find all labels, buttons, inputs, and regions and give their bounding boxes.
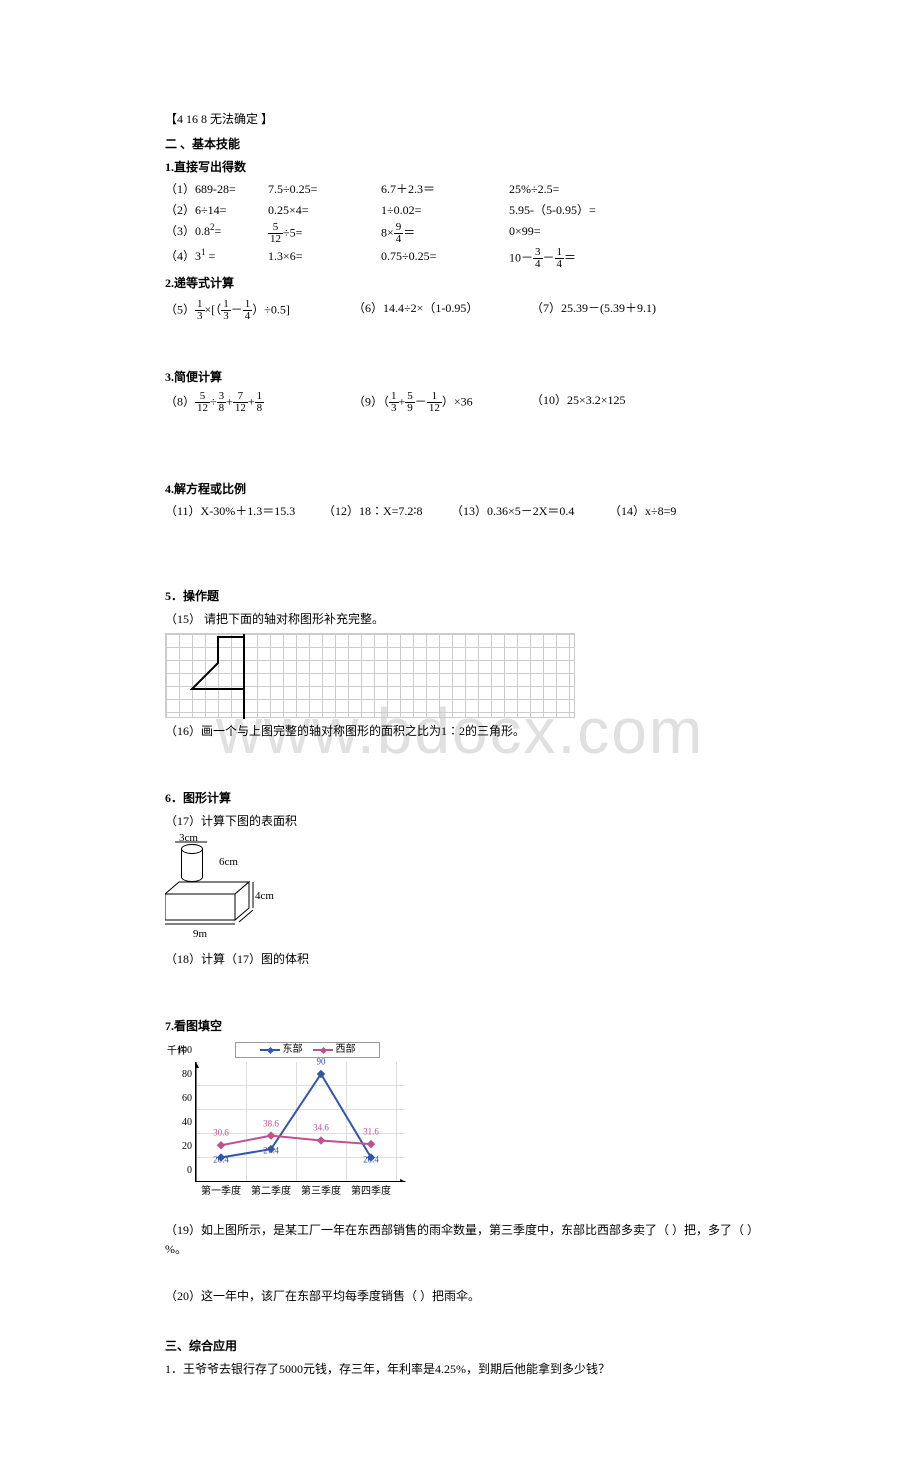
q1-r2-a: （2）6÷14= bbox=[165, 201, 250, 220]
y-tick: 20 bbox=[182, 1139, 196, 1155]
x-tick: 第二季度 bbox=[251, 1181, 291, 1200]
y-tick: 100 bbox=[177, 1043, 196, 1059]
q2-a: （5）13×[（13－14）÷0.5] bbox=[165, 299, 335, 322]
point-label: 20.4 bbox=[213, 1152, 229, 1166]
x-tick: 第三季度 bbox=[301, 1181, 341, 1200]
s3-q1: 1．王爷爷去银行存了5000元钱，存三年，年利率是4.25%，到期后他能拿到多少… bbox=[165, 1360, 755, 1379]
q1-r1-b: 7.5÷0.25= bbox=[268, 180, 363, 199]
dim-3cm: 3cm bbox=[179, 830, 198, 848]
q1-row3: （3）0.82= 512÷5= 8×94＝ 0×99= bbox=[165, 222, 755, 245]
point-label: 30.6 bbox=[213, 1126, 229, 1140]
q1-row1: （1）689-28= 7.5÷0.25= 6.7＋2.3＝ 25%÷2.5= bbox=[165, 180, 755, 199]
q1-r3-c: 8×94＝ bbox=[381, 222, 491, 245]
q1-r3-b: 512÷5= bbox=[268, 222, 363, 245]
y-tick: 60 bbox=[182, 1091, 196, 1107]
q2-row: （5）13×[（13－14）÷0.5] （6）14.4÷2×（1-0.95） （… bbox=[165, 299, 755, 322]
point-label: 31.6 bbox=[363, 1125, 379, 1139]
q7-20: （20）这一年中，该厂在东部平均每季度销售（ ）把雨伞。 bbox=[165, 1287, 755, 1306]
q4-c: （13）0.36×5－2X＝0.4 bbox=[451, 502, 591, 521]
q1-r4-a: （4）31 = bbox=[165, 247, 250, 270]
q7-title: 7.看图填空 bbox=[165, 1017, 755, 1036]
q3-row: （8）512÷38+712+18 （9）（13+59－112）×36 （10）2… bbox=[165, 391, 755, 414]
bracket-choices: 【4 16 8 无法确定 】 bbox=[165, 110, 755, 129]
line-chart: 千件 东部 西部 0 20 40 60 80 100 第一季度 第二季度 第三季… bbox=[165, 1042, 425, 1217]
q2-b: （6）14.4÷2×（1-0.95） bbox=[353, 299, 513, 322]
q3-c: （10）25×3.2×125 bbox=[531, 391, 626, 414]
q1-r2-c: 1÷0.02= bbox=[381, 201, 491, 220]
q4-b: （12）18∶X=7.2∶8 bbox=[323, 502, 433, 521]
y-tick: 80 bbox=[182, 1067, 196, 1083]
q3-b: （9）（13+59－112）×36 bbox=[353, 391, 513, 414]
section-3-title: 三、综合应用 bbox=[165, 1337, 755, 1356]
q1-r4-b: 1.3×6= bbox=[268, 247, 363, 270]
section-2-title: 二 、基本技能 bbox=[165, 135, 755, 154]
dim-9m: 9m bbox=[193, 926, 207, 944]
q5-15: （15） 请把下面的轴对称图形补充完整。 bbox=[165, 610, 755, 629]
solid-figure: 3cm 6cm 4cm 9m bbox=[165, 836, 285, 946]
q6-title: 6．图形计算 bbox=[165, 789, 755, 808]
q4-d: （14）x÷8=9 bbox=[609, 502, 676, 521]
chart-area: 0 20 40 60 80 100 第一季度 第二季度 第三季度 第四季度 30… bbox=[195, 1062, 405, 1182]
dim-4cm: 4cm bbox=[255, 888, 274, 906]
q3-a: （8）512÷38+712+18 bbox=[165, 391, 335, 414]
q1-title: 1.直接写出得数 bbox=[165, 158, 755, 177]
y-tick: 40 bbox=[182, 1115, 196, 1131]
q1-row2: （2）6÷14= 0.25×4= 1÷0.02= 5.95-（5-0.95）= bbox=[165, 201, 755, 220]
q1-r4-c: 0.75÷0.25= bbox=[381, 247, 491, 270]
x-tick: 第四季度 bbox=[351, 1181, 391, 1200]
q4-title: 4.解方程或比例 bbox=[165, 480, 755, 499]
point-label: 27.4 bbox=[263, 1144, 279, 1158]
x-tick: 第一季度 bbox=[201, 1181, 241, 1200]
q5-title: 5．操作题 bbox=[165, 587, 755, 606]
q1-r4-d: 10－34－14＝ bbox=[509, 247, 576, 270]
q2-title: 2.递等式计算 bbox=[165, 274, 755, 293]
legend-east: 东部 bbox=[260, 1042, 303, 1058]
dim-6cm: 6cm bbox=[219, 854, 238, 872]
q4-a: （11）X-30%＋1.3＝15.3 bbox=[165, 502, 305, 521]
q5-16: （16）画一个与上图完整的轴对称图形的面积之比为1∶2的三角形。 bbox=[165, 722, 755, 741]
q6-18: （18）计算（17）图的体积 bbox=[165, 950, 755, 969]
q1-r1-a: （1）689-28= bbox=[165, 180, 250, 199]
q3-title: 3.简便计算 bbox=[165, 368, 755, 387]
q7-19: （19）如上图所示，是某工厂一年在东西部销售的雨伞数量，第三季度中，东部比西部多… bbox=[165, 1221, 755, 1259]
point-label: 34.6 bbox=[313, 1121, 329, 1135]
q1-r3-d: 0×99= bbox=[509, 222, 541, 245]
q1-r3-a: （3）0.82= bbox=[165, 222, 250, 245]
q1-row4: （4）31 = 1.3×6= 0.75÷0.25= 10－34－14＝ bbox=[165, 247, 755, 270]
q1-r1-d: 25%÷2.5= bbox=[509, 180, 559, 199]
q6-17: （17）计算下图的表面积 bbox=[165, 812, 755, 831]
y-tick: 0 bbox=[187, 1163, 196, 1179]
point-label: 20.4 bbox=[363, 1152, 379, 1166]
grid-figure bbox=[165, 633, 575, 718]
q2-c: （7）25.39－(5.39＋9.1) bbox=[531, 299, 656, 322]
point-label: 38.6 bbox=[263, 1116, 279, 1130]
q4-row: （11）X-30%＋1.3＝15.3 （12）18∶X=7.2∶8 （13）0.… bbox=[165, 502, 755, 521]
chart-legend: 东部 西部 bbox=[235, 1042, 380, 1058]
q1-r1-c: 6.7＋2.3＝ bbox=[381, 180, 491, 199]
grid-shape bbox=[166, 634, 576, 719]
q1-r2-d: 5.95-（5-0.95）= bbox=[509, 201, 596, 220]
point-label: 90 bbox=[317, 1055, 326, 1069]
q1-r2-b: 0.25×4= bbox=[268, 201, 363, 220]
